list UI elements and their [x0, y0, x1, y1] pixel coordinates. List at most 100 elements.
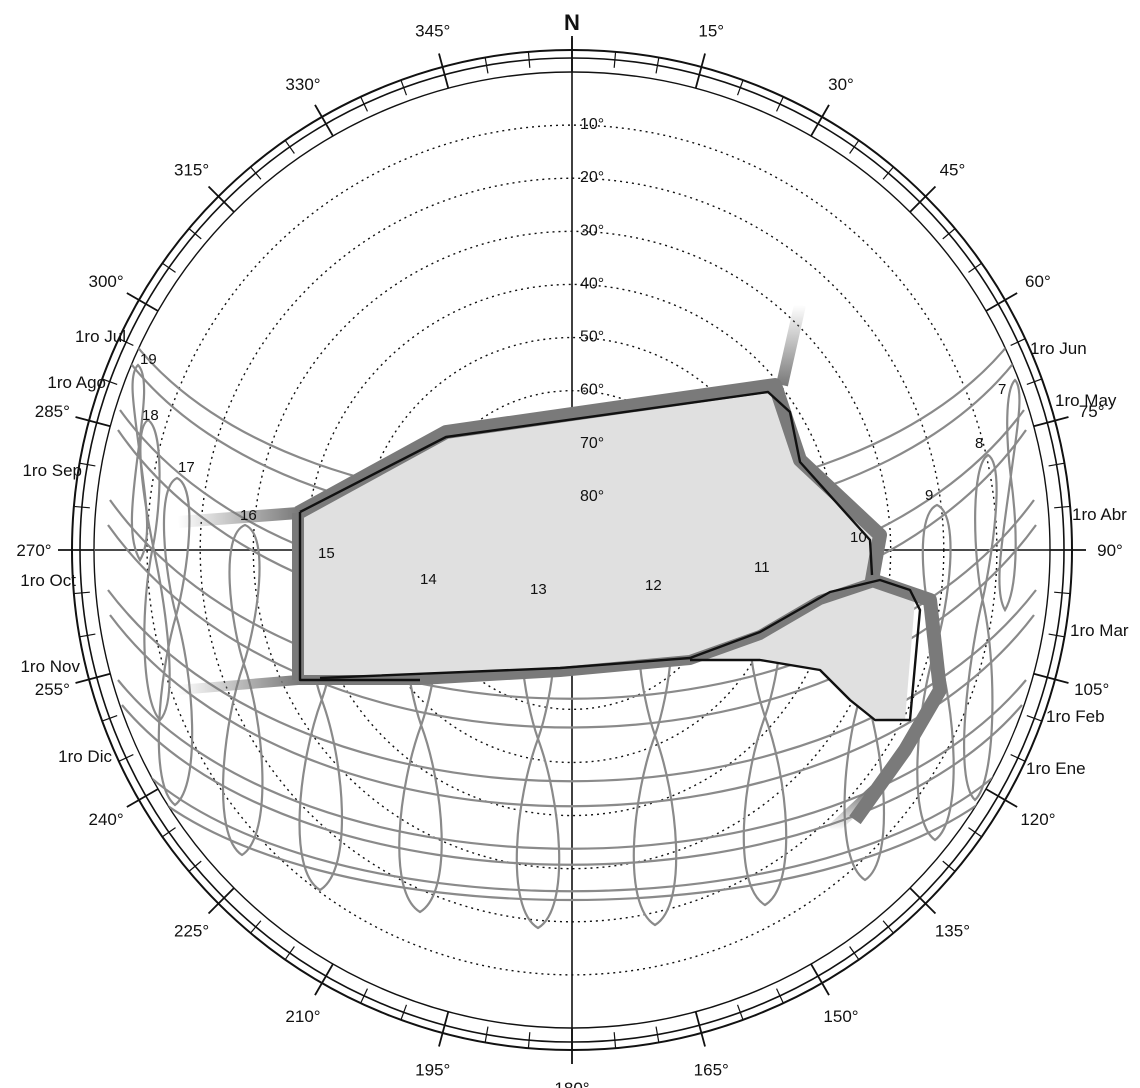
obstruction-fade-top [776, 303, 806, 387]
azimuth-ticks [58, 36, 1086, 1064]
hour-label-13: 13 [530, 581, 547, 598]
azimuth-tick [909, 185, 937, 213]
obstruction-fade-left-bottom [177, 675, 299, 695]
azimuth-label-315: 315° [174, 161, 209, 180]
hour-label-9: 9 [925, 487, 933, 504]
month-label-nov: 1ro Nov [20, 657, 80, 676]
azimuth-tick [438, 53, 450, 89]
azimuth-tick [882, 920, 894, 934]
azimuth-tick [1010, 754, 1026, 762]
azimuth-label-300: 300° [88, 272, 123, 291]
hour-label-12: 12 [645, 577, 662, 594]
obstruction-fade-left-top [177, 507, 299, 528]
altitude-label-50: 50° [580, 329, 604, 346]
azimuth-label-15: 15° [698, 21, 724, 40]
outline-upper [299, 390, 874, 576]
azimuth-label-75: 75° [1079, 402, 1105, 421]
hour-analemma-11 [742, 578, 788, 907]
azimuth-tick [101, 378, 118, 386]
hour-analemma-16 [222, 523, 264, 857]
hour-label-7: 7 [998, 381, 1006, 398]
azimuth-tick [655, 1026, 660, 1043]
azimuth-tick [118, 754, 134, 762]
hour-label-17: 17 [178, 459, 195, 476]
azimuth-tick [882, 166, 894, 180]
obstruction-outline [298, 390, 922, 722]
azimuth-tick [400, 1004, 408, 1021]
month-label-may: 1ro May [1055, 391, 1117, 410]
azimuth-tick [188, 228, 202, 240]
hour-analemma-14 [398, 588, 443, 914]
azimuth-tick [484, 57, 489, 74]
hour-label-19: 19 [140, 351, 157, 368]
altitude-label-10: 10° [580, 116, 604, 133]
azimuth-label-30: 30° [828, 75, 854, 94]
obstruction-fade-bottom [827, 785, 880, 835]
altitude-label-70: 70° [580, 435, 604, 452]
azimuth-tick [810, 104, 830, 137]
azimuth-label-285: 285° [35, 402, 70, 421]
azimuth-label-210: 210° [285, 1007, 320, 1026]
date-line-nov [117, 679, 1027, 850]
azimuth-tick [73, 505, 90, 509]
hour-label-8: 8 [975, 435, 983, 452]
azimuth-tick [1048, 633, 1065, 638]
month-label-oct: 1ro Oct [20, 571, 76, 590]
altitude-label-20: 20° [580, 169, 604, 186]
azimuth-tick [968, 827, 982, 838]
azimuth-tick [75, 416, 111, 428]
azimuth-tick [942, 228, 956, 240]
hour-label-18: 18 [142, 407, 159, 424]
azimuth-label-135: 135° [935, 921, 970, 940]
azimuth-tick [985, 788, 1018, 808]
azimuth-tick [101, 714, 118, 722]
month-label-mar: 1ro Mar [1070, 621, 1129, 640]
azimuth-tick [1054, 505, 1071, 509]
azimuth-tick [1033, 672, 1069, 684]
azimuth-tick [126, 788, 159, 808]
azimuth-tick [810, 963, 830, 996]
hour-analemma-8 [963, 453, 998, 802]
azimuth-tick [1054, 591, 1071, 595]
azimuth-tick [207, 185, 235, 213]
azimuth-label-195: 195° [415, 1061, 450, 1080]
azimuth-label-90: 90° [1097, 541, 1123, 560]
hour-label-15: 15 [318, 545, 335, 562]
month-label-sep: 1ro Sep [22, 461, 82, 480]
hour-analemma-19 [130, 363, 149, 563]
azimuth-tick [207, 887, 235, 915]
azimuth-labels: 15° 30° 45° 60° 75° 90° 105° 120° 135° 150° 165° 18… [16, 21, 1122, 1088]
azimuth-tick [1033, 416, 1069, 428]
hour-analemma-12 [632, 596, 678, 927]
azimuth-label-255: 255° [35, 680, 70, 699]
azimuth-label-105: 105° [1074, 680, 1109, 699]
month-label-jun: 1ro Jun [1030, 339, 1087, 358]
azimuth-tick [284, 140, 295, 154]
azimuth-tick [909, 887, 937, 915]
month-label-dic: 1ro Dic [58, 747, 112, 766]
azimuth-label-45: 45° [940, 161, 966, 180]
azimuth-tick [118, 338, 134, 346]
azimuth-label-180: 180° [554, 1079, 589, 1088]
obstruction-band-top [294, 378, 947, 825]
azimuth-tick [985, 292, 1018, 312]
month-label-ene: 1ro Ene [1026, 759, 1086, 778]
month-labels-right: 1ro Jun 1ro May 1ro Abr 1ro Mar 1ro Feb … [1026, 339, 1129, 778]
azimuth-tick [250, 920, 262, 934]
month-label-ago: 1ro Ago [47, 373, 106, 392]
azimuth-label-165: 165° [694, 1061, 729, 1080]
azimuth-tick [1010, 338, 1026, 346]
date-line-dic [131, 759, 1013, 893]
azimuth-tick [360, 988, 368, 1004]
month-label-abr: 1ro Abr [1072, 505, 1127, 524]
azimuth-tick [776, 988, 784, 1004]
azimuth-tick [776, 96, 784, 112]
azimuth-label-60: 60° [1025, 272, 1051, 291]
azimuth-label-270: 270° [16, 541, 51, 560]
azimuth-tick [849, 946, 860, 960]
azimuth-tick [73, 591, 90, 595]
altitude-label-80: 80° [580, 488, 604, 505]
azimuth-tick [162, 827, 176, 838]
azimuth-tick [126, 292, 159, 312]
